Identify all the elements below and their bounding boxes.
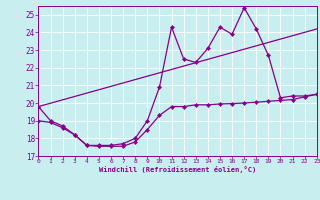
X-axis label: Windchill (Refroidissement éolien,°C): Windchill (Refroidissement éolien,°C) bbox=[99, 166, 256, 173]
